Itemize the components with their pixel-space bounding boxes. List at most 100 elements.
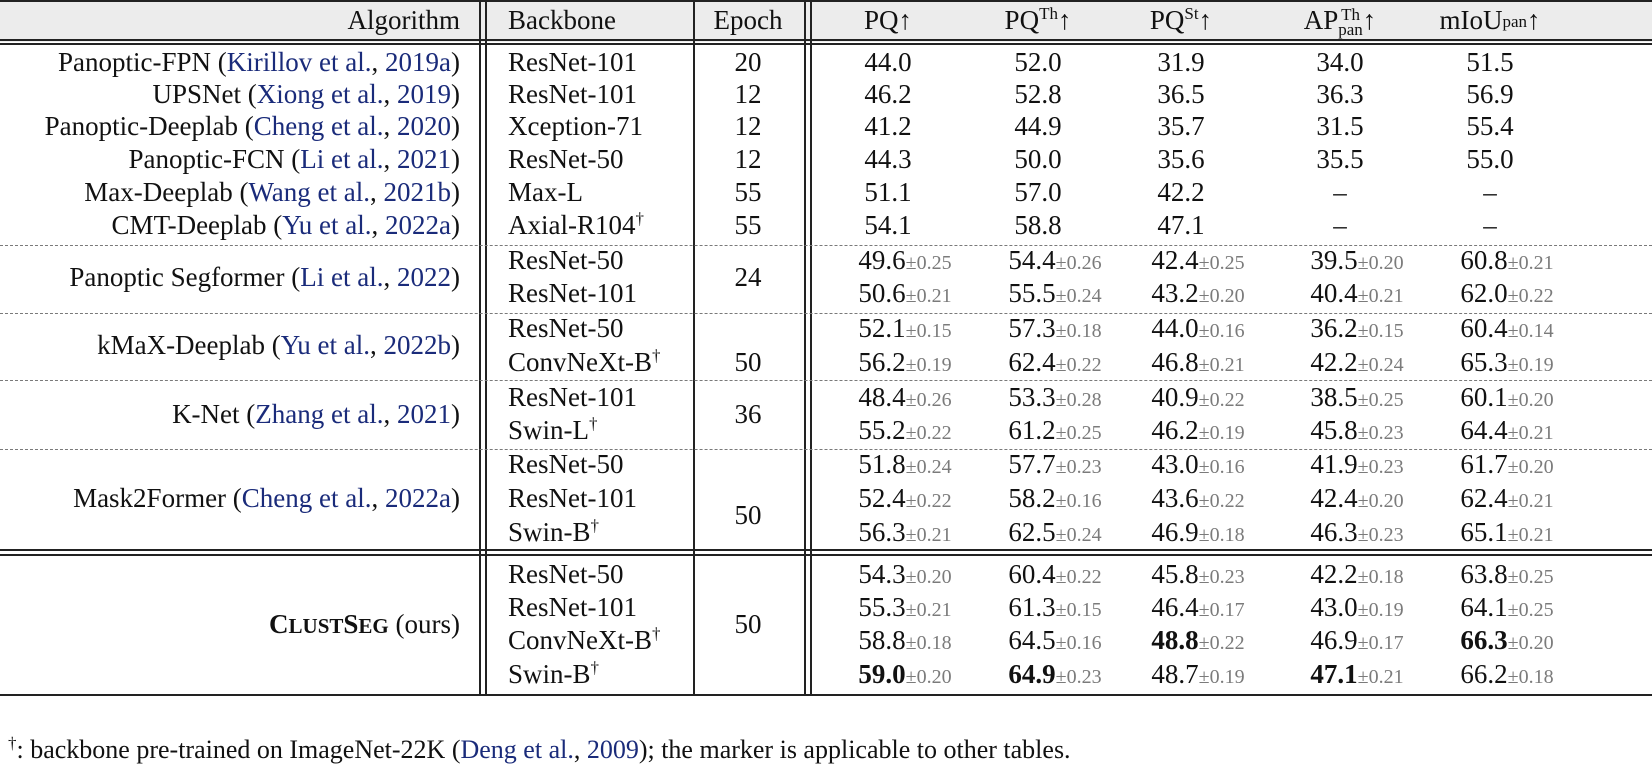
group-6-citation-author[interactable]: Li et al. [300, 261, 384, 292]
ours-row-3-pq-value: 59.0 [858, 659, 906, 689]
group-9-row-1-pq-value: 52.4 [858, 483, 906, 513]
group-8-row-1-ap-th-pan-std: ±0.23 [1357, 422, 1404, 444]
group-9-citation-author[interactable]: Cheng et al. [241, 483, 372, 513]
group-6-row-0-pq-th-std: ±0.26 [1055, 252, 1102, 274]
ours-row-2-ap-th-pan-value: 46.9 [1310, 625, 1358, 655]
group-8-row-1-pq-st-std: ±0.19 [1198, 422, 1245, 444]
group-0-citation-author[interactable]: Kirillov et al. [226, 47, 372, 77]
ours-row-1-pq-th-std: ±0.15 [1055, 599, 1102, 621]
ours-row-1-pq-st-std: ±0.17 [1198, 599, 1245, 621]
group-9-row-0-miou-pan-std: ±0.20 [1507, 456, 1554, 478]
group-8-row-0-pq-std: ±0.26 [905, 389, 952, 411]
group-9-row-2-pq-st-std: ±0.18 [1198, 524, 1245, 546]
group-7-citation-author[interactable]: Yu et al. [280, 330, 370, 360]
group-1-citation-author[interactable]: Xiong et al. [256, 79, 384, 109]
group-6-row-1-pq: 50.6±0.21 [858, 276, 951, 313]
group-6-row-0-miou-pan-std: ±0.21 [1507, 252, 1554, 274]
group-7-row-0-pq-value: 52.1 [858, 313, 906, 343]
ours-rule-1 [0, 549, 1652, 551]
group-5-row-0-miou-pan: – [1483, 208, 1497, 242]
footnote-text-after: ); the marker is applicable to other tab… [638, 735, 1071, 764]
group-4-citation-year[interactable]: 2021b [383, 177, 452, 207]
header-backbone: Backbone [508, 3, 616, 37]
header-pq-arrow: ↑ [898, 5, 913, 35]
header-ap-th-pan: AP Th pan ↑ [1304, 3, 1377, 38]
ours-epoch: 50 [735, 607, 762, 641]
ours-row-2-pq-st-value: 48.8 [1151, 625, 1199, 655]
group-1-method-name: UPSNet [152, 79, 242, 109]
group-8-citation-year[interactable]: 2021 [397, 398, 451, 429]
group-6-row-1-pq-th-value: 55.5 [1008, 278, 1056, 308]
group-3-citation-year[interactable]: 2021 [397, 144, 451, 174]
ours-row-2-pq-st-std: ±0.22 [1198, 632, 1245, 654]
group-2-citation-year[interactable]: 2020 [397, 111, 451, 141]
group-6-row-0-pq: 49.6±0.25 [858, 243, 951, 280]
group-9-row-2-pq-th: 62.5±0.24 [1008, 515, 1101, 552]
group-2-citation-author[interactable]: Cheng et al. [253, 111, 384, 141]
group-7-row-0-pq-th-value: 57.3 [1008, 313, 1056, 343]
group-5-citation-year[interactable]: 2022a [385, 210, 451, 240]
group-8-row-0-backbone-name: ResNet-101 [508, 382, 637, 412]
group-6-row-1-miou-pan-std: ±0.22 [1507, 285, 1554, 307]
footnote-citation-year[interactable]: 2009 [586, 735, 639, 764]
group-3-citation-author[interactable]: Li et al. [300, 144, 384, 174]
group-7-row-1-miou-pan-value: 65.3 [1460, 347, 1508, 377]
group-7-row-0-ap-th-pan-value: 36.2 [1310, 313, 1358, 343]
ours-row-0-pq-st-std: ±0.23 [1198, 566, 1245, 588]
group-8-row-0-pq-th: 53.3±0.28 [1008, 380, 1101, 417]
header-pq: PQ↑ [864, 3, 912, 37]
group-8-row-1-pq-std: ±0.22 [905, 422, 952, 444]
group-9-row-1-pq-th-value: 58.2 [1008, 483, 1056, 513]
header-miou-pan: mIoU pan ↑ [1439, 3, 1540, 37]
group-9-row-2-pq: 56.3±0.21 [858, 515, 951, 552]
group-5-citation-author[interactable]: Yu et al. [282, 210, 372, 240]
group-9-row-2-ap-th-pan-value: 46.3 [1310, 517, 1358, 547]
dashed-rule-3 [0, 380, 1652, 381]
group-4-citation-author[interactable]: Wang et al. [248, 177, 370, 207]
group-0-citation-year[interactable]: 2019a [385, 47, 451, 77]
group-1-citation-year[interactable]: 2019 [397, 79, 451, 109]
group-6-row-0-pq-th: 54.4±0.26 [1008, 243, 1101, 280]
group-6-citation-year[interactable]: 2022 [397, 261, 451, 292]
group-3-row-0-pq-st-value: 35.6 [1157, 144, 1205, 174]
group-9-row-0-pq-st-value: 43.0 [1151, 449, 1199, 479]
group-9-row-1-ap-th-pan-value: 42.4 [1310, 483, 1358, 513]
ours-row-1-pq-st-value: 46.4 [1151, 592, 1199, 622]
group-9-row-1-pq-st: 43.6±0.22 [1151, 481, 1244, 518]
group-8-row-1-pq: 55.2±0.22 [858, 413, 951, 450]
group-0-row-0-ap-th-pan-value: 34.0 [1316, 47, 1364, 77]
ours-row-0-miou-pan-value: 63.8 [1460, 559, 1508, 589]
ours-method-small-1: LUST [288, 614, 344, 638]
group-0-epoch-value: 20 [734, 47, 762, 77]
group-9-row-1-pq-st-value: 43.6 [1151, 483, 1199, 513]
group-4-row-0-pq-st: 42.2 [1157, 175, 1204, 209]
group-5-row-0-backbone-name: Axial-R104 [508, 210, 636, 240]
group-9-citation-year[interactable]: 2022a [385, 483, 451, 513]
group-9-row-2-miou-pan-value: 65.1 [1460, 517, 1508, 547]
header-pq-st-scripts: St [1184, 5, 1198, 22]
group-7-citation-year[interactable]: 2022b [383, 330, 452, 360]
group-1-row-0-pq-th-value: 52.8 [1014, 79, 1062, 109]
ours-row-2-pq-value: 58.8 [858, 625, 906, 655]
ours-row-0-pq-st: 45.8±0.23 [1151, 557, 1244, 594]
group-9-row-0-backbone: ResNet-50 [508, 447, 623, 481]
group-0-row-0-pq-st: 31.9 [1157, 45, 1204, 79]
group-2-row-0-backbone: Xception-71 [508, 109, 643, 143]
group-3-row-0-pq-th-value: 50.0 [1014, 144, 1062, 174]
group-0-row-0-ap-th-pan: 34.0 [1316, 45, 1363, 79]
group-7-row-1-pq-st-value: 46.8 [1151, 347, 1199, 377]
ours-row-1-pq-th-value: 61.3 [1008, 592, 1056, 622]
group-8-citation-author[interactable]: Zhang et al. [255, 398, 384, 429]
ours-row-1-miou-pan: 64.1±0.25 [1460, 590, 1553, 627]
group-2-method-name: Panoptic-Deeplab [44, 111, 239, 141]
group-7-row-1-pq-std: ±0.19 [905, 354, 952, 376]
group-2-algorithm: Panoptic-Deeplab (Cheng et al., 2020) [44, 111, 460, 141]
ours-row-0-miou-pan-std: ±0.25 [1507, 566, 1554, 588]
group-9-row-1-miou-pan-value: 62.4 [1460, 483, 1508, 513]
header-algorithm: Algorithm [348, 3, 461, 37]
footnote-citation-author[interactable]: Deng et al. [460, 735, 574, 764]
group-9-row-0-ap-th-pan-value: 41.9 [1310, 449, 1358, 479]
group-2-row-0-miou-pan-value: 55.4 [1466, 111, 1514, 141]
ours-row-3-pq-th: 64.9±0.23 [1008, 657, 1101, 694]
group-6-row-1-pq-value: 50.6 [858, 278, 906, 308]
